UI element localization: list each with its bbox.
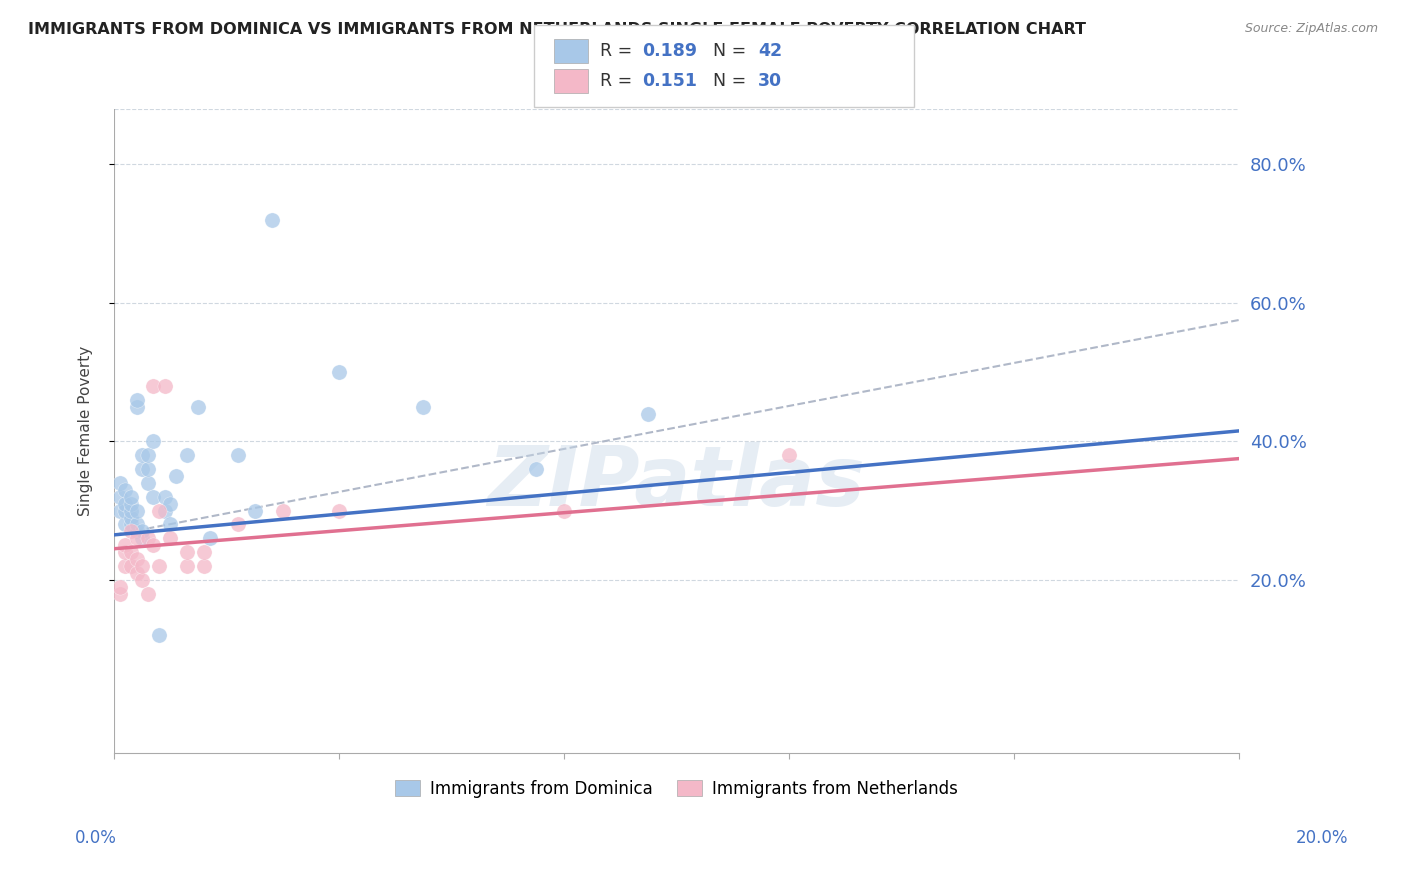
Point <box>125 524 148 539</box>
Point <box>120 510 142 524</box>
Point <box>120 524 142 539</box>
Point <box>114 538 136 552</box>
Point <box>176 545 198 559</box>
Point <box>226 448 249 462</box>
Point <box>176 448 198 462</box>
Point <box>637 407 659 421</box>
Point <box>136 462 159 476</box>
Point <box>153 503 176 517</box>
Text: R =: R = <box>600 42 638 61</box>
Point <box>260 212 283 227</box>
Point <box>328 365 350 379</box>
Text: 30: 30 <box>758 71 782 90</box>
Point <box>136 475 159 490</box>
Point <box>120 497 142 511</box>
Point <box>131 524 153 539</box>
Point <box>108 475 131 490</box>
Point <box>114 559 136 574</box>
Y-axis label: Single Female Poverty: Single Female Poverty <box>79 346 93 516</box>
Point <box>120 559 142 574</box>
Point <box>131 462 153 476</box>
Point <box>120 503 142 517</box>
Point <box>198 532 221 546</box>
Point <box>524 462 547 476</box>
Text: R =: R = <box>600 71 638 90</box>
Point <box>125 532 148 546</box>
Text: ZIPatlas: ZIPatlas <box>488 442 865 523</box>
Point <box>148 559 170 574</box>
Text: 0.0%: 0.0% <box>75 829 117 847</box>
Text: Source: ZipAtlas.com: Source: ZipAtlas.com <box>1244 22 1378 36</box>
Point <box>120 517 142 532</box>
Point <box>131 559 153 574</box>
Point <box>142 538 165 552</box>
Point <box>120 490 142 504</box>
Point <box>114 517 136 532</box>
Point <box>120 545 142 559</box>
Point <box>125 552 148 566</box>
Point <box>136 532 159 546</box>
Text: 0.189: 0.189 <box>643 42 697 61</box>
Point <box>125 392 148 407</box>
Point <box>114 483 136 497</box>
Point <box>553 503 575 517</box>
Point <box>176 559 198 574</box>
Point <box>193 545 215 559</box>
Point <box>187 400 209 414</box>
Point <box>136 448 159 462</box>
Point <box>125 503 148 517</box>
Point <box>125 566 148 580</box>
Point <box>131 573 153 587</box>
Point <box>136 587 159 601</box>
Point <box>142 379 165 393</box>
Point <box>131 532 153 546</box>
Point <box>142 490 165 504</box>
Point <box>153 379 176 393</box>
Text: IMMIGRANTS FROM DOMINICA VS IMMIGRANTS FROM NETHERLANDS SINGLE FEMALE POVERTY CO: IMMIGRANTS FROM DOMINICA VS IMMIGRANTS F… <box>28 22 1085 37</box>
Point <box>114 545 136 559</box>
Text: 20.0%: 20.0% <box>1295 829 1348 847</box>
Point <box>142 434 165 449</box>
Point <box>165 469 187 483</box>
Point <box>778 448 800 462</box>
Point <box>108 503 131 517</box>
Point <box>159 497 181 511</box>
Point <box>328 503 350 517</box>
Point <box>153 490 176 504</box>
Text: N =: N = <box>713 71 752 90</box>
Point <box>125 517 148 532</box>
Point <box>159 532 181 546</box>
Point <box>148 628 170 642</box>
Point <box>412 400 434 414</box>
Text: 42: 42 <box>758 42 782 61</box>
Point <box>108 580 131 594</box>
Point <box>243 503 266 517</box>
Point <box>271 503 294 517</box>
Point <box>159 517 181 532</box>
Point <box>125 400 148 414</box>
Point <box>108 587 131 601</box>
Point <box>193 559 215 574</box>
Point <box>148 503 170 517</box>
Point <box>131 448 153 462</box>
Point <box>108 490 131 504</box>
Point <box>114 497 136 511</box>
Legend: Immigrants from Dominica, Immigrants from Netherlands: Immigrants from Dominica, Immigrants fro… <box>387 772 966 806</box>
Text: N =: N = <box>713 42 752 61</box>
Point <box>226 517 249 532</box>
Text: 0.151: 0.151 <box>643 71 697 90</box>
Point <box>114 503 136 517</box>
